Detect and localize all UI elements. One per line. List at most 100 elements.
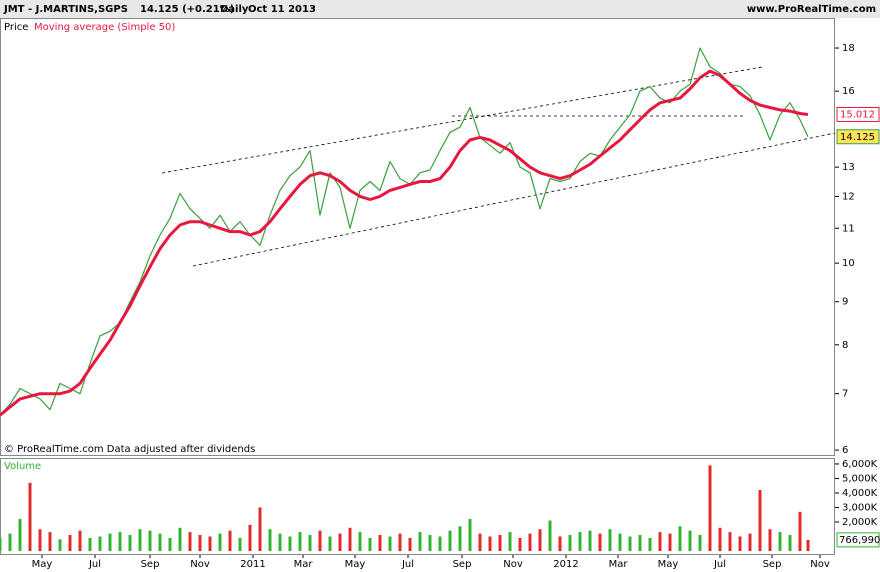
volume-bar (218, 533, 222, 551)
volume-bar (208, 536, 212, 551)
volume-bar (108, 533, 112, 551)
volume-bar (668, 533, 672, 551)
x-tick-label: Jul (88, 559, 101, 570)
volume-bar (278, 533, 282, 551)
legend-ma: Moving average (Simple 50) (34, 22, 175, 33)
volume-bar (648, 537, 652, 551)
volume-bar (338, 533, 342, 551)
x-tick-label: May (345, 559, 366, 570)
volume-bar (48, 532, 52, 551)
x-tick-label: Nov (503, 559, 523, 570)
volume-bar (98, 536, 102, 551)
volume-bar (698, 535, 702, 551)
volume-bar (458, 526, 462, 551)
x-tick-label: Sep (141, 559, 160, 570)
volume-bar (38, 529, 42, 551)
volume-bar (468, 519, 472, 551)
volume-tick-label: 5,000K (842, 473, 878, 484)
volume-tick-label: 3,000K (842, 502, 878, 513)
x-tick-label: 2012 (553, 559, 578, 570)
x-tick-label: 2011 (240, 559, 265, 570)
volume-last-label: 766,990 (839, 535, 880, 546)
volume-bar (398, 533, 402, 551)
legend-price: Price (4, 22, 28, 33)
volume-bar (798, 511, 802, 551)
volume-bar (478, 533, 482, 551)
x-tick-label: Nov (810, 559, 830, 570)
y-tick-label: 13 (842, 162, 855, 173)
volume-bar (678, 526, 682, 551)
volume-bar (788, 535, 792, 551)
y-tick-label: 16 (842, 86, 855, 97)
volume-bar (728, 532, 732, 551)
x-tick-label: Sep (763, 559, 782, 570)
header-bar (0, 0, 880, 18)
volume-bar (318, 530, 322, 551)
volume-bar (748, 533, 752, 551)
volume-bar (718, 527, 722, 551)
quote: 14.125 (+0.21%) (140, 4, 234, 15)
volume-bar (448, 530, 452, 551)
volume-bar (806, 539, 810, 551)
period: Daily (220, 4, 249, 15)
volume-bar (768, 529, 772, 551)
volume-label: Volume (4, 461, 41, 472)
volume-bar (488, 536, 492, 551)
volume-bar (428, 535, 432, 551)
volume-bar (178, 527, 182, 551)
volume-bar (758, 490, 762, 551)
volume-bar (228, 530, 232, 551)
y-tick-label: 11 (842, 223, 855, 234)
volume-bar (368, 537, 372, 551)
volume-bar (308, 535, 312, 551)
volume-bar (508, 532, 512, 551)
x-tick-label: Nov (190, 559, 210, 570)
price-panel (0, 18, 835, 456)
volume-bar (388, 536, 392, 551)
instrument: JMT - J.MARTINS,SGPS (3, 4, 128, 15)
last-ma-box (836, 106, 880, 122)
note: © ProRealTime.com Data adjusted after di… (4, 444, 255, 455)
volume-bar (298, 532, 302, 551)
volume-bar (238, 537, 242, 551)
volume-bar (88, 537, 92, 551)
volume-bar (148, 530, 152, 551)
volume-bar (688, 530, 692, 551)
volume-bar (68, 535, 72, 551)
x-tick-label: Sep (453, 559, 472, 570)
volume-bar (558, 536, 562, 551)
volume-bar (608, 529, 612, 551)
x-tick-label: Jul (401, 559, 414, 570)
date: Oct 11 2013 (248, 4, 316, 15)
volume-bar (408, 537, 412, 551)
volume-bar (618, 533, 622, 551)
volume-bar (128, 535, 132, 551)
source: www.ProRealTime.com (747, 4, 876, 15)
last-price-label: 14.125 (840, 132, 875, 143)
volume-bar (738, 536, 742, 551)
volume-tick-label: 4,000K (842, 488, 878, 499)
x-tick-label: Mar (294, 559, 314, 570)
volume-bar (168, 537, 172, 551)
volume-bar (378, 535, 382, 551)
volume-bar (348, 527, 352, 551)
volume-bar (538, 529, 542, 551)
volume-bar (258, 507, 262, 551)
x-tick-label: Mar (609, 559, 629, 570)
y-tick-label: 9 (842, 297, 848, 308)
y-tick-label: 7 (842, 389, 848, 400)
volume-bar (198, 535, 202, 551)
y-tick-label: 8 (842, 340, 848, 351)
last-ma-label: 15.012 (840, 109, 875, 120)
volume-bar (138, 529, 142, 551)
moving-average-line (0, 69, 809, 417)
volume-bar (548, 520, 552, 551)
last-price-box (836, 129, 880, 145)
volume-bar (708, 465, 712, 551)
volume-bar (528, 533, 532, 551)
volume-bar (568, 535, 572, 551)
y-tick-label: 10 (842, 258, 855, 269)
volume-bar (578, 532, 582, 551)
